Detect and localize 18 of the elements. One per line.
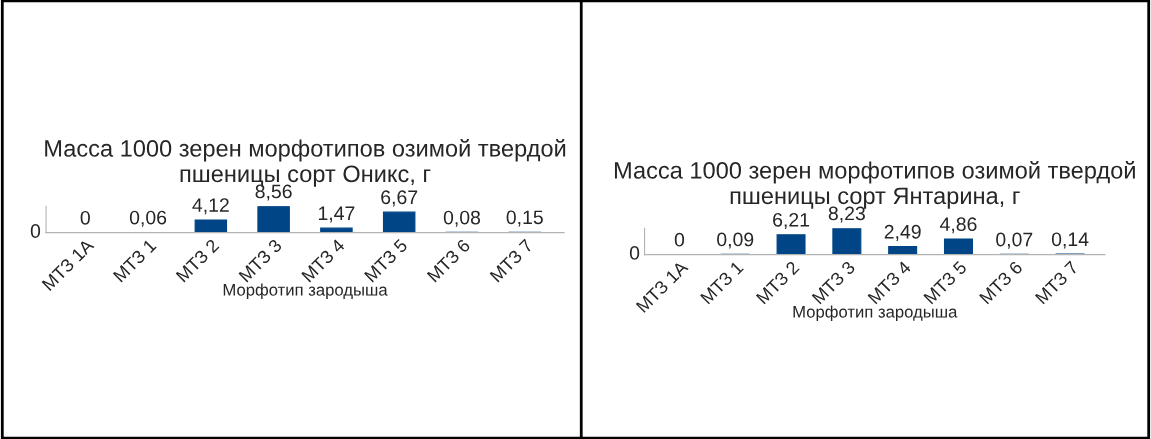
data-label: 0,14: [1051, 232, 1089, 249]
data-label: 0: [80, 210, 90, 225]
data-label: 0,06: [129, 210, 167, 227]
data-label: 0,15: [506, 210, 543, 227]
data-label: 4,12: [192, 198, 229, 215]
data-label: 6,67: [381, 190, 418, 207]
data-label: 4,86: [940, 217, 977, 234]
data-label: 0,09: [717, 232, 754, 249]
data-label: 0,08: [443, 210, 481, 227]
text: 0: [30, 224, 41, 238]
data-label: 2,49: [884, 224, 921, 241]
x-axis-title: Морфотип зародыша: [793, 305, 958, 321]
data-label: 0,07: [996, 232, 1033, 249]
data-label: 1,47: [318, 206, 355, 223]
data-label: 0: [674, 232, 685, 247]
x-axis-title: Морфотип зародыша: [223, 283, 388, 300]
data-label: 6,21: [773, 212, 810, 230]
text: 0: [629, 246, 640, 260]
